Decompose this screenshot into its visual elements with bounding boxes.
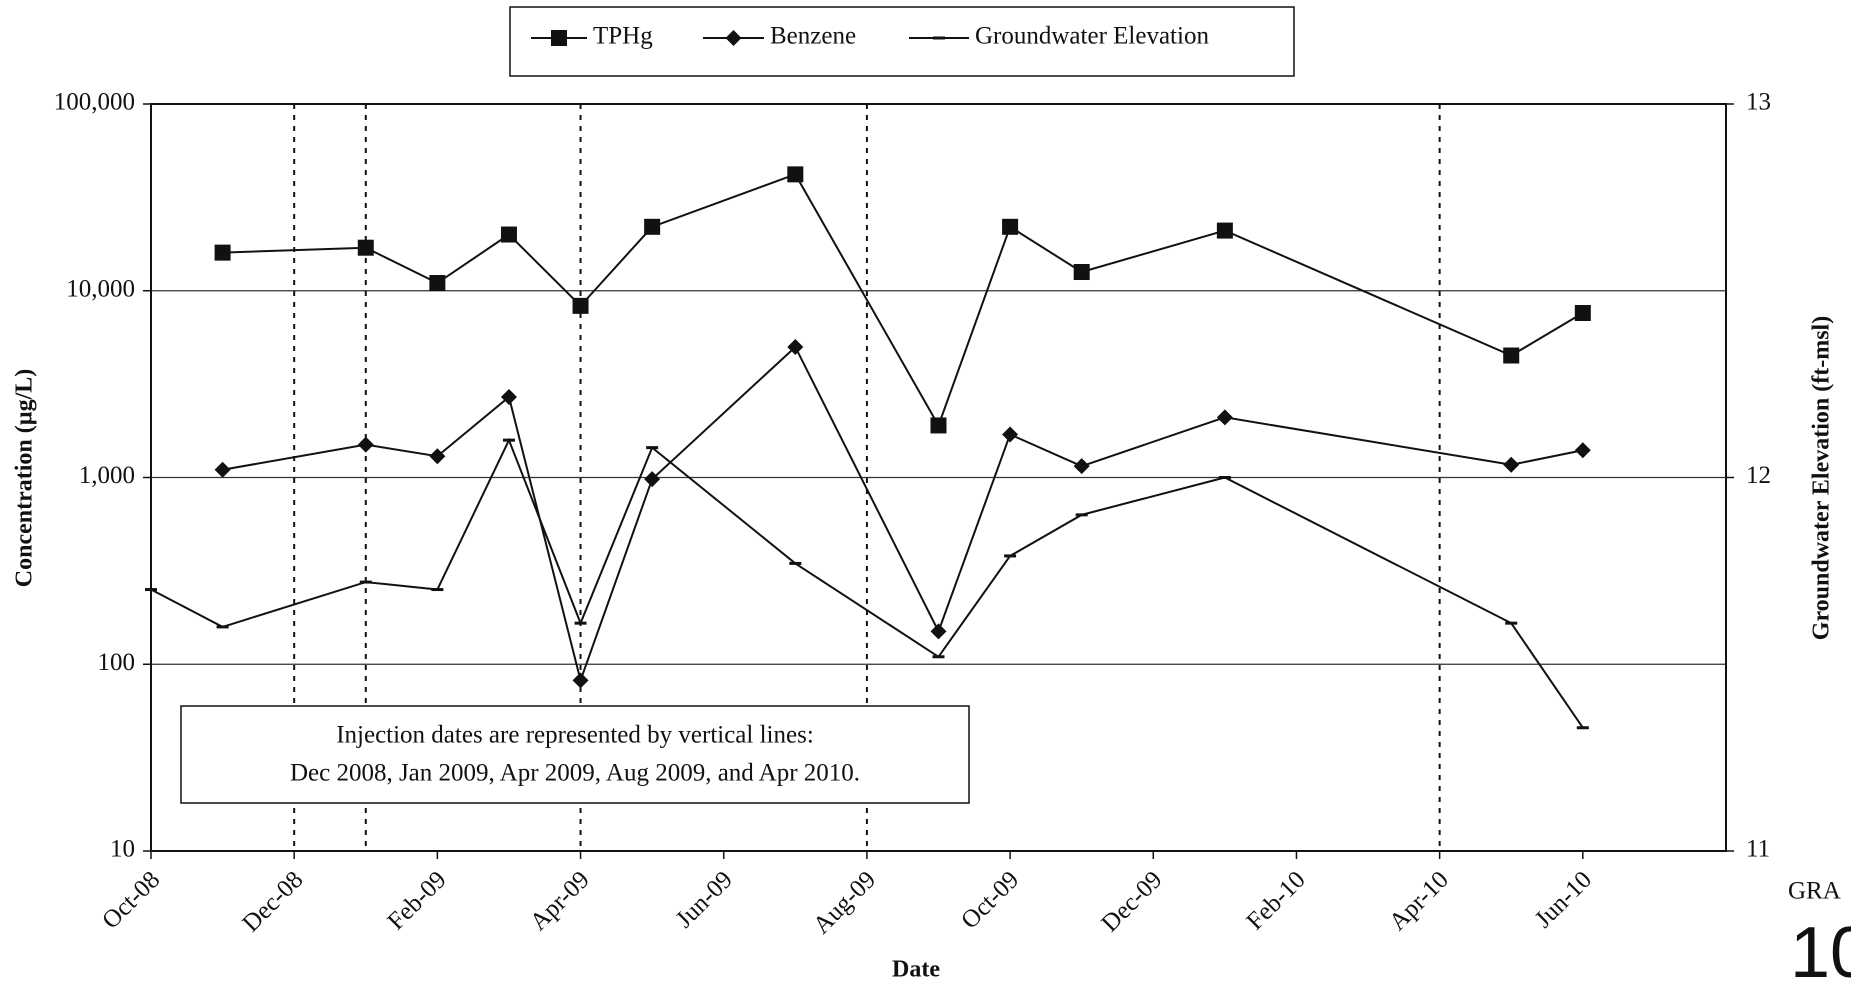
side-text: 10 <box>1790 913 1851 986</box>
x-tick-label: Jun-09 <box>671 866 738 933</box>
annotation-box <box>180 705 970 804</box>
marker <box>1002 218 1019 235</box>
marker <box>644 218 661 235</box>
series-line <box>222 173 1584 428</box>
y-tick-label: 100,000 <box>54 89 135 116</box>
marker <box>500 226 517 243</box>
x-axis-title: Date <box>892 957 940 983</box>
y-tick-label: 100 <box>98 649 136 676</box>
marker <box>725 30 742 46</box>
legend-label: TPHg <box>593 23 653 50</box>
marker <box>1574 442 1591 459</box>
marker <box>1216 409 1233 426</box>
x-tick-label: Dec-08 <box>237 866 308 937</box>
marker <box>214 461 231 478</box>
y2-tick-label: 11 <box>1746 836 1770 863</box>
marker <box>1002 426 1019 443</box>
x-tick-label: Oct-09 <box>956 866 1024 934</box>
marker <box>644 471 661 488</box>
legend-item: Benzene <box>703 23 856 50</box>
y2-tick-label: 12 <box>1746 462 1771 489</box>
marker <box>1503 347 1520 364</box>
marker <box>551 30 567 46</box>
x-tick-label: Apr-09 <box>525 866 595 936</box>
y-tick-label: 1,000 <box>79 462 135 489</box>
marker <box>429 448 446 465</box>
marker <box>1503 456 1520 473</box>
y2-tick-label: 13 <box>1746 89 1771 116</box>
series-line <box>150 437 1584 729</box>
y2-axis-title: Groundwater Elevation (ft-msl) <box>1809 316 1835 640</box>
marker <box>1574 305 1591 322</box>
legend-label: Groundwater Elevation <box>975 23 1209 50</box>
marker <box>1073 264 1090 281</box>
y-axis-title: Concentration (µg/L) <box>12 369 38 587</box>
x-tick-label: Apr-10 <box>1384 866 1454 936</box>
marker <box>357 436 374 453</box>
annotation: Injection dates are represented by verti… <box>336 722 814 749</box>
marker <box>787 166 804 183</box>
plot-frame <box>150 103 1727 852</box>
marker <box>930 417 947 434</box>
marker <box>1073 458 1090 475</box>
y-tick-label: 10 <box>110 836 135 863</box>
marker <box>572 672 589 689</box>
legend-item: TPHg <box>531 23 653 50</box>
annotation: Dec 2008, Jan 2009, Apr 2009, Aug 2009, … <box>290 760 860 787</box>
marker <box>930 623 947 640</box>
marker <box>214 244 231 261</box>
x-tick-label: Oct-08 <box>97 866 165 934</box>
x-tick-label: Dec-09 <box>1096 866 1167 937</box>
legend-box <box>509 6 1295 77</box>
side-text: GRA <box>1788 878 1841 905</box>
x-tick-label: Feb-09 <box>382 866 451 935</box>
marker <box>1216 222 1233 239</box>
marker <box>429 275 446 292</box>
x-tick-label: Jun-10 <box>1530 866 1597 933</box>
marker <box>787 338 804 355</box>
x-tick-label: Feb-10 <box>1242 866 1311 935</box>
marker <box>357 239 374 256</box>
series-line <box>222 345 1584 684</box>
x-tick-label: Aug-09 <box>808 866 881 939</box>
legend-label: Benzene <box>770 23 856 50</box>
marker <box>500 388 517 405</box>
marker <box>572 297 589 314</box>
y-tick-label: 10,000 <box>66 275 135 302</box>
legend-item: Groundwater Elevation <box>909 23 1209 50</box>
